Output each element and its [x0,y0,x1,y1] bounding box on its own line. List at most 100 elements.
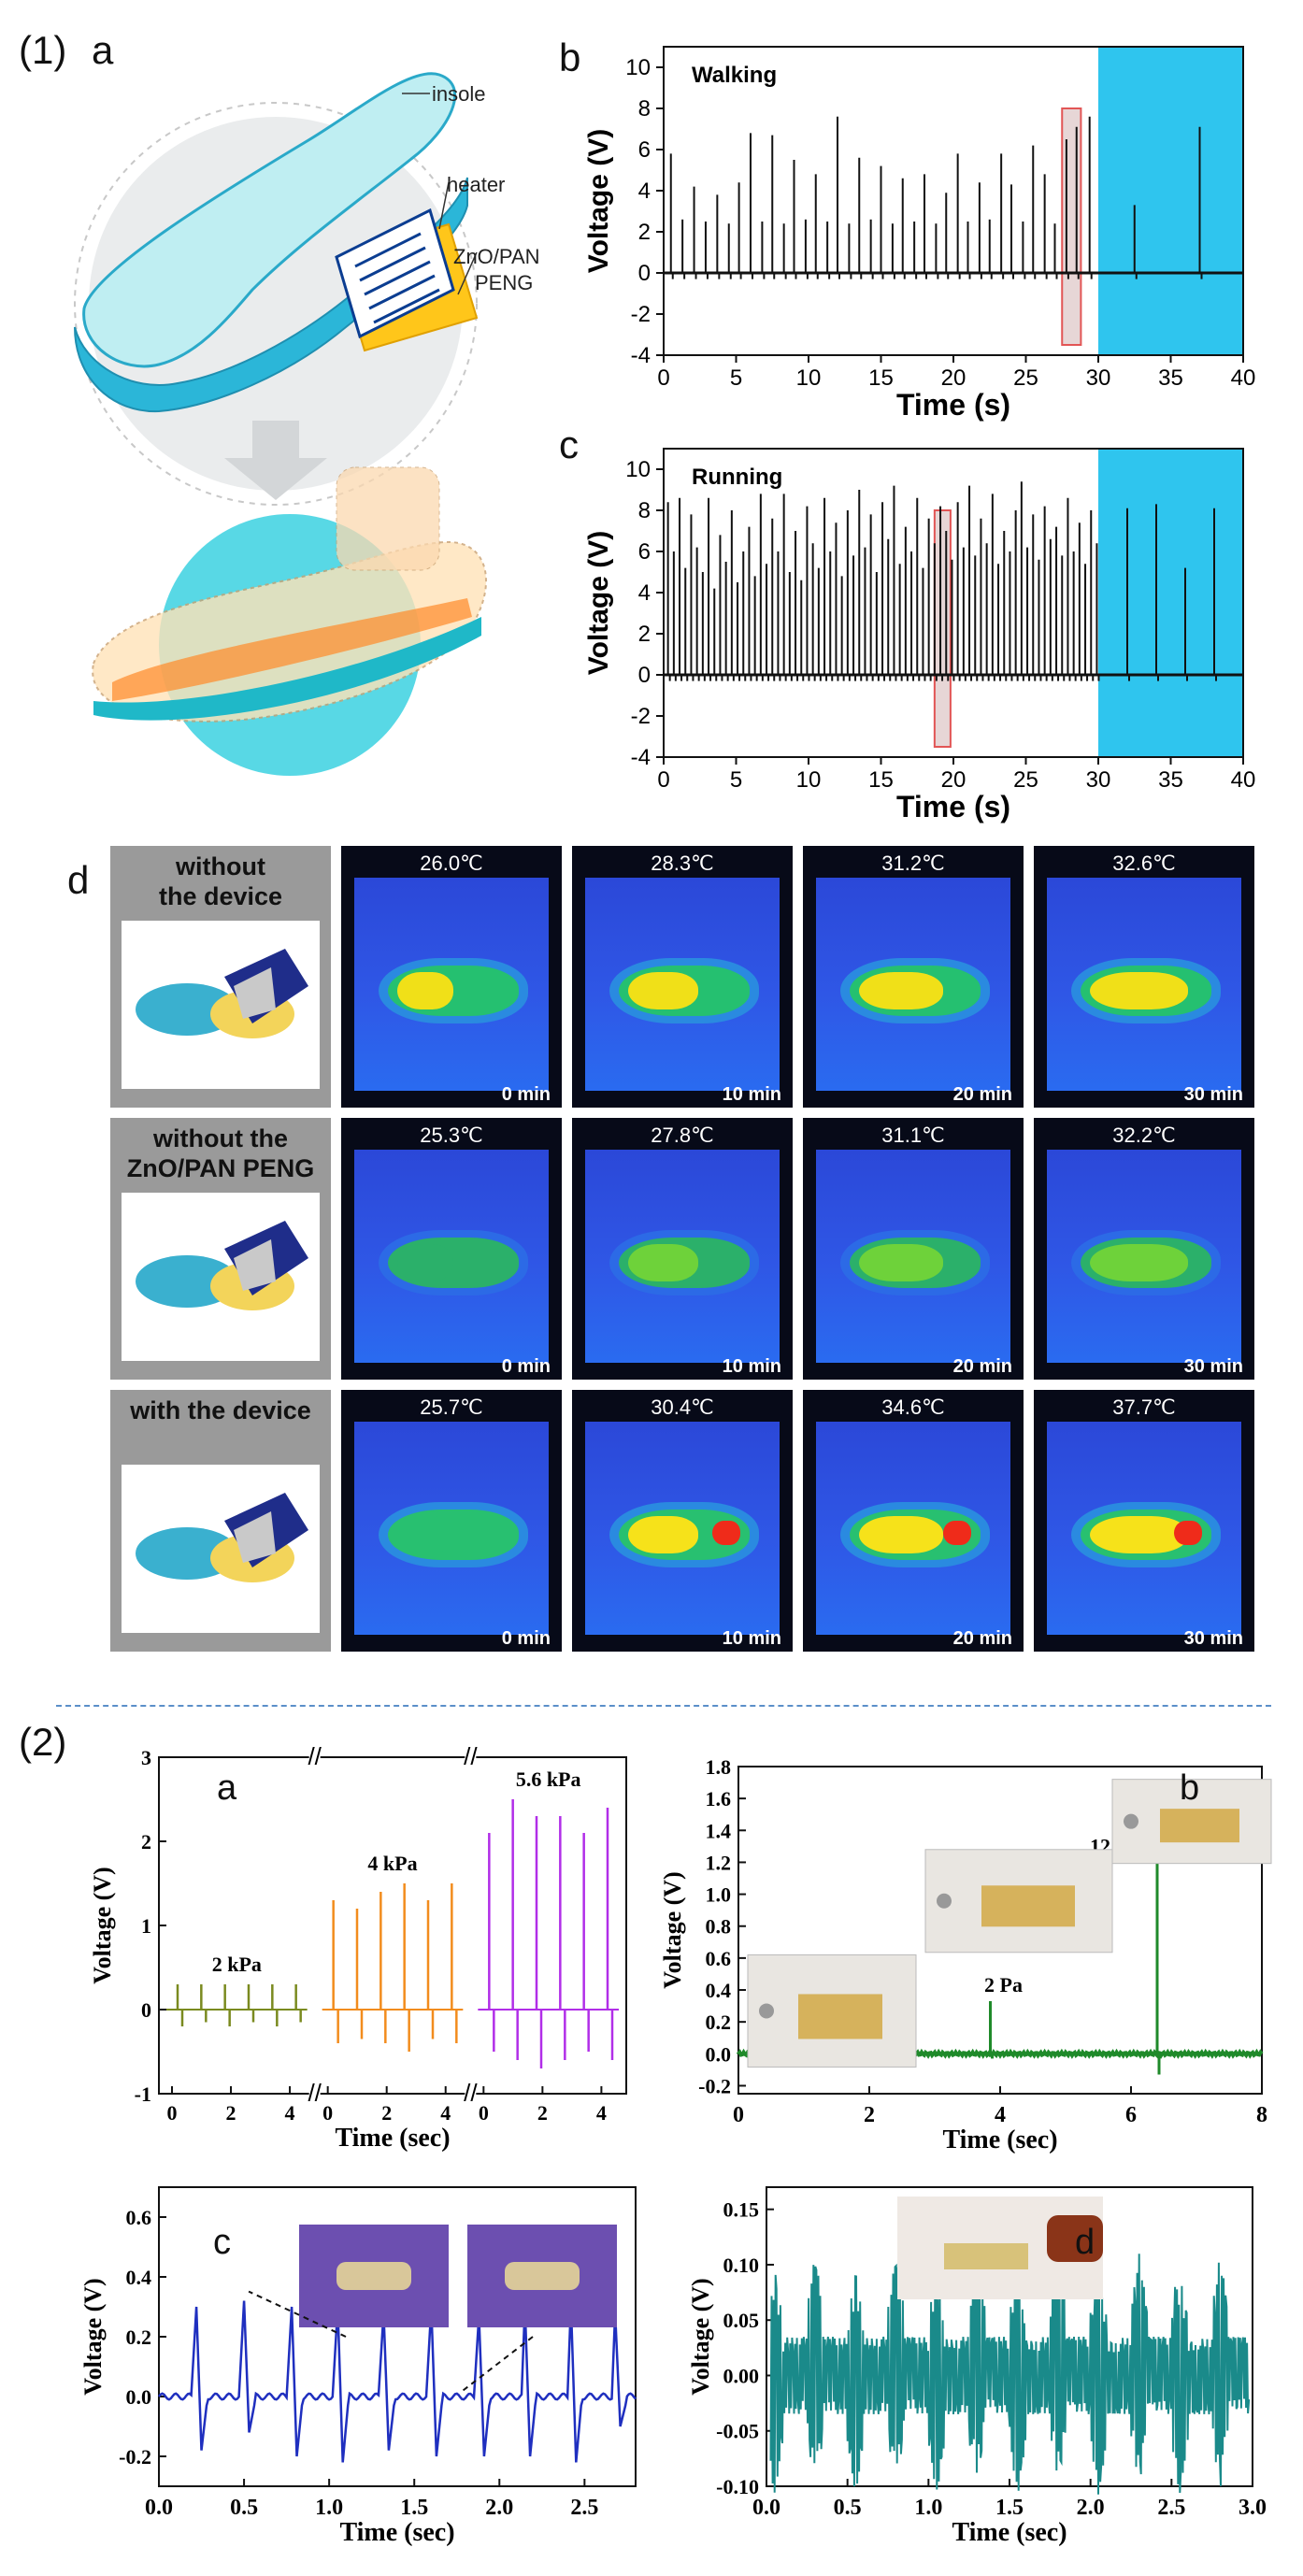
y-tick-label: -2 [631,704,651,729]
x-tick-label: 15 [868,767,894,793]
thermal-image: 25.7℃ 0 min [341,1390,562,1652]
y-tick-label: 4 [638,179,651,204]
thermal-image: 32.6℃ 30 min [1034,846,1254,1108]
x-tick-label: 8 [1256,2103,1267,2127]
vibration-chart: 0.0 0.5 1.0 1.5 2.0 2.5 3.0 -0.10 -0.05 0.00 0.05 0… [687,2186,1267,2547]
y-axis-label: Voltage (V) [583,531,614,675]
x-tick-label: 1.0 [315,2496,343,2520]
axis-break-mark: // [308,1742,322,1770]
bending-chart: 0.0 0.5 1.0 1.5 2.0 2.5 -0.2 0.0 0.2 0.4 0.6 Time (… [79,2186,637,2547]
y-tick-label: 0.2 [706,2011,732,2034]
x-tick-label: 10 [796,365,822,391]
pressure-chart: -1 0 1 2 3 2 kPa 0 2 4 // // 4 kPa 0 2 4 // // 5.6 kPa 0 2 4… [89,1742,627,2153]
y-tick-label: 0.6 [126,2206,152,2229]
x-tick-label: 0 [479,2101,489,2125]
thermal-image: 32.2℃ 30 min [1034,1118,1254,1380]
znopan-label: ZnO/PAN [453,245,540,268]
heater-icon [335,208,455,339]
temperature-label: 31.1℃ [881,1123,945,1147]
axis-break-mark: // [464,2079,478,2107]
signal-trace [769,2254,1251,2495]
y-tick-label: 0.05 [723,2309,760,2332]
panel-label-2: (2) [19,1720,67,1764]
y-tick-label: 0.4 [706,1979,732,2002]
y-tick-label: 3 [141,1746,151,1769]
x-tick-label: 6 [1125,2103,1137,2127]
probe-icon [1047,2215,1103,2262]
y-tick-label: 1.8 [706,1757,732,1779]
temperature-label: 27.8℃ [651,1123,714,1147]
y-axis-label: Voltage (V) [659,1871,686,1988]
row-label-line: the device [158,882,283,910]
x-tick-label: 5 [730,767,742,793]
temperature-label: 34.6℃ [881,1395,945,1419]
axis-break [465,1752,477,1763]
inset-photo [897,2197,1103,2299]
x-tick-label: 2.0 [485,2496,513,2520]
y-tick-label: 6 [638,539,651,565]
y-tick-label: 0.15 [723,2198,760,2222]
foot-icon [336,466,440,571]
x-tick-label: 35 [1158,767,1183,793]
clip-icon [937,1893,952,1909]
temperature-label: 26.0℃ [420,852,483,875]
series-label: 4 kPa [367,1852,417,1875]
inset-photo [1111,1779,1272,1865]
y-tick-label: -0.10 [716,2475,759,2498]
thermal-image: 28.3℃ 10 min [572,846,793,1108]
insole-base-icon [74,177,468,413]
axis-break [308,2088,321,2099]
insole-photo [122,1193,320,1361]
device-icon [981,1885,1075,1927]
section-divider [56,1705,1271,1707]
y-tick-label: -4 [631,745,651,770]
y-tick-label: -0.2 [698,2074,731,2097]
panel-label-1a: a [92,28,114,72]
running-chart: 0 5 10 15 20 25 30 35 40 -4 -2 0 2 4 6 8 10 Running Time (… [583,448,1255,823]
x-tick-label: 10 [796,767,822,793]
time-label: 20 min [952,1356,1012,1377]
x-tick-label: 2 [537,2101,548,2125]
y-tick-label: 1.2 [706,1851,732,1874]
thermal-row-label: without the device [110,846,331,1108]
x-tick-label: 20 [941,767,967,793]
x-tick-label: 5 [730,365,742,391]
thermal-image: 31.1℃ 20 min [803,1118,1024,1380]
y-tick-label: 10 [625,457,651,482]
x-tick-label: 0 [657,767,669,793]
chart-title: Walking [692,63,777,88]
x-tick-label: 4 [596,2101,607,2125]
thermal-image: 30.4℃ 10 min [572,1390,793,1652]
row-label-line: without the [153,1124,288,1152]
thermal-grid: without the device 26.0℃ 0 min 28.3℃ 10 min 31… [110,846,1265,1652]
x-tick-label: 4 [285,2101,295,2125]
y-tick-label: -0.05 [716,2420,759,2443]
time-label: 0 min [501,1628,551,1649]
y-tick-label: 0.6 [706,1947,732,1970]
signal-trace [158,2300,637,2463]
series-label: 2 kPa [212,1953,262,1976]
x-tick-label: 0.0 [145,2496,173,2520]
x-tick-label: 2 [226,2101,236,2125]
y-tick-label: 0.4 [126,2266,152,2289]
x-tick-label: 0 [657,365,669,391]
device-icon [336,2262,411,2290]
temperature-label: 25.3℃ [420,1123,483,1147]
panel-label-2b: b [1180,1768,1200,1808]
inset-photo [467,2225,617,2327]
device-icon [944,2243,1028,2269]
x-tick-label: 2.5 [1157,2496,1185,2520]
down-arrow-icon [224,421,327,500]
time-label: 10 min [722,1356,781,1377]
x-axis-label: Time (s) [896,790,1010,823]
arrow-pointer [461,2336,534,2393]
axis-break [308,1752,321,1763]
axis-break-mark: // [308,2079,322,2107]
x-tick-label: 15 [868,365,894,391]
y-tick-label: 0 [141,1998,151,2022]
x-tick-label: 1.0 [914,2496,942,2520]
y-axis-label: Voltage (V) [89,1867,116,1983]
y-tick-label: -2 [631,302,651,327]
time-label: 30 min [1183,1084,1243,1105]
time-label: 20 min [952,1628,1012,1649]
